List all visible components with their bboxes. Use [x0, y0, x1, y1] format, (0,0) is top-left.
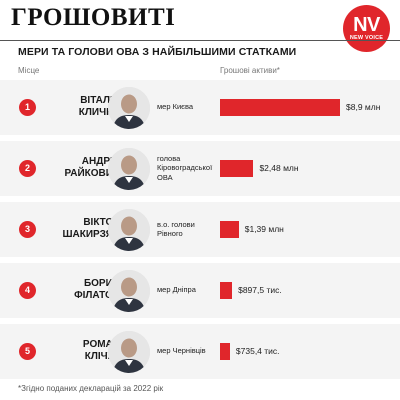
position-label: мер Дніпра — [157, 285, 196, 295]
person-icon — [108, 148, 150, 190]
avatar — [108, 209, 150, 251]
bar — [220, 160, 254, 177]
header-divider — [0, 40, 400, 41]
last-name: КЛІЧУК — [84, 351, 120, 362]
avatar — [108, 148, 150, 190]
bar-value-label: $2,48 млн — [259, 163, 299, 173]
rank-badge: 4 — [19, 282, 36, 299]
position-line: голова — [157, 153, 181, 163]
chart-title: МЕРИ ТА ГОЛОВИ ОВА З НАЙБІЛЬШИМИ СТАТКАМ… — [18, 46, 297, 58]
avatar — [108, 270, 150, 312]
person-name: АНДРІЙ РАЙКОВИЧ — [48, 156, 120, 180]
last-name: КЛИЧКО — [78, 107, 120, 118]
bar-value-label: $897,5 тис. — [238, 285, 282, 295]
first-name: АНДРІЙ — [81, 156, 120, 167]
position-line: в.о. голови — [157, 219, 195, 229]
header: ГРОШОВИТІ NV NEW VOICE — [0, 0, 400, 52]
position-line: ОВА — [157, 172, 173, 182]
column-header-place: Місце — [18, 66, 40, 75]
avatar — [108, 87, 150, 129]
bar-value-label: $8,9 млн — [346, 102, 381, 112]
person-name: БОРИС ФІЛАТОВ — [48, 278, 120, 302]
last-name: РАЙКОВИЧ — [64, 168, 120, 179]
ranking-row: 1 ВІТАЛІЙ КЛИЧКО мер Києва $8,9 млн — [0, 80, 400, 135]
nv-logo: NV NEW VOICE — [343, 5, 390, 52]
person-icon — [108, 209, 150, 251]
avatar — [108, 331, 150, 373]
bar — [220, 282, 233, 299]
first-name: БОРИС — [83, 278, 120, 289]
logo-main-text: NV — [353, 14, 380, 36]
ranking-row: 4 БОРИС ФІЛАТОВ мер Дніпра $897,5 тис. — [0, 263, 400, 318]
position-line: мер Києва — [157, 102, 194, 112]
footnote: *Згідно поданих декларацій за 2022 рік — [18, 384, 164, 393]
person-name: РОМАН КЛІЧУК — [48, 339, 120, 363]
bar — [220, 99, 340, 116]
bar — [220, 221, 239, 238]
person-icon — [108, 87, 150, 129]
ranking-row: 5 РОМАН КЛІЧУК мер Чернівців $735,4 тис. — [0, 324, 400, 379]
person-name: ВІТАЛІЙ КЛИЧКО — [48, 95, 120, 119]
person-icon — [108, 331, 150, 373]
rank-badge: 2 — [19, 160, 36, 177]
rank-badge: 5 — [19, 343, 36, 360]
ranking-row: 3 ВІКТОР ШАКИРЗЯН в.о. голови Рівного $1,39 м… — [0, 202, 400, 257]
logo-sub-text: NEW VOICE — [349, 35, 384, 41]
position-label: мер Києва — [157, 102, 193, 112]
rank-badge: 1 — [19, 99, 36, 116]
last-name: ФІЛАТОВ — [74, 290, 120, 301]
last-name: ШАКИРЗЯН — [62, 229, 120, 240]
rank-badge: 3 — [19, 221, 36, 238]
bar — [220, 343, 230, 360]
position-line: Кіровоградської — [157, 163, 213, 173]
bar-value-label: $1,39 млн — [244, 224, 284, 234]
first-name: ВІКТОР — [83, 217, 120, 228]
position-line: мер Дніпра — [157, 285, 196, 295]
brand-title: ГРОШОВИТІ — [11, 4, 176, 31]
position-label: мер Чернівців — [157, 346, 206, 356]
position-label: в.о. голови Рівного — [157, 220, 195, 239]
bar-value-label: $735,4 тис. — [235, 346, 280, 356]
position-label: голова Кіровоградської ОВА — [157, 154, 212, 183]
first-name: ВІТАЛІЙ — [80, 95, 120, 106]
person-icon — [108, 270, 150, 312]
position-line: Рівного — [157, 229, 183, 238]
person-name: ВІКТОР ШАКИРЗЯН — [48, 217, 120, 241]
position-line: мер Чернівців — [157, 346, 206, 356]
column-header-assets: Грошові активи* — [220, 66, 280, 75]
first-name: РОМАН — [82, 339, 120, 350]
ranking-row: 2 АНДРІЙ РАЙКОВИЧ голова Кіровоградської ОВА $… — [0, 141, 400, 196]
